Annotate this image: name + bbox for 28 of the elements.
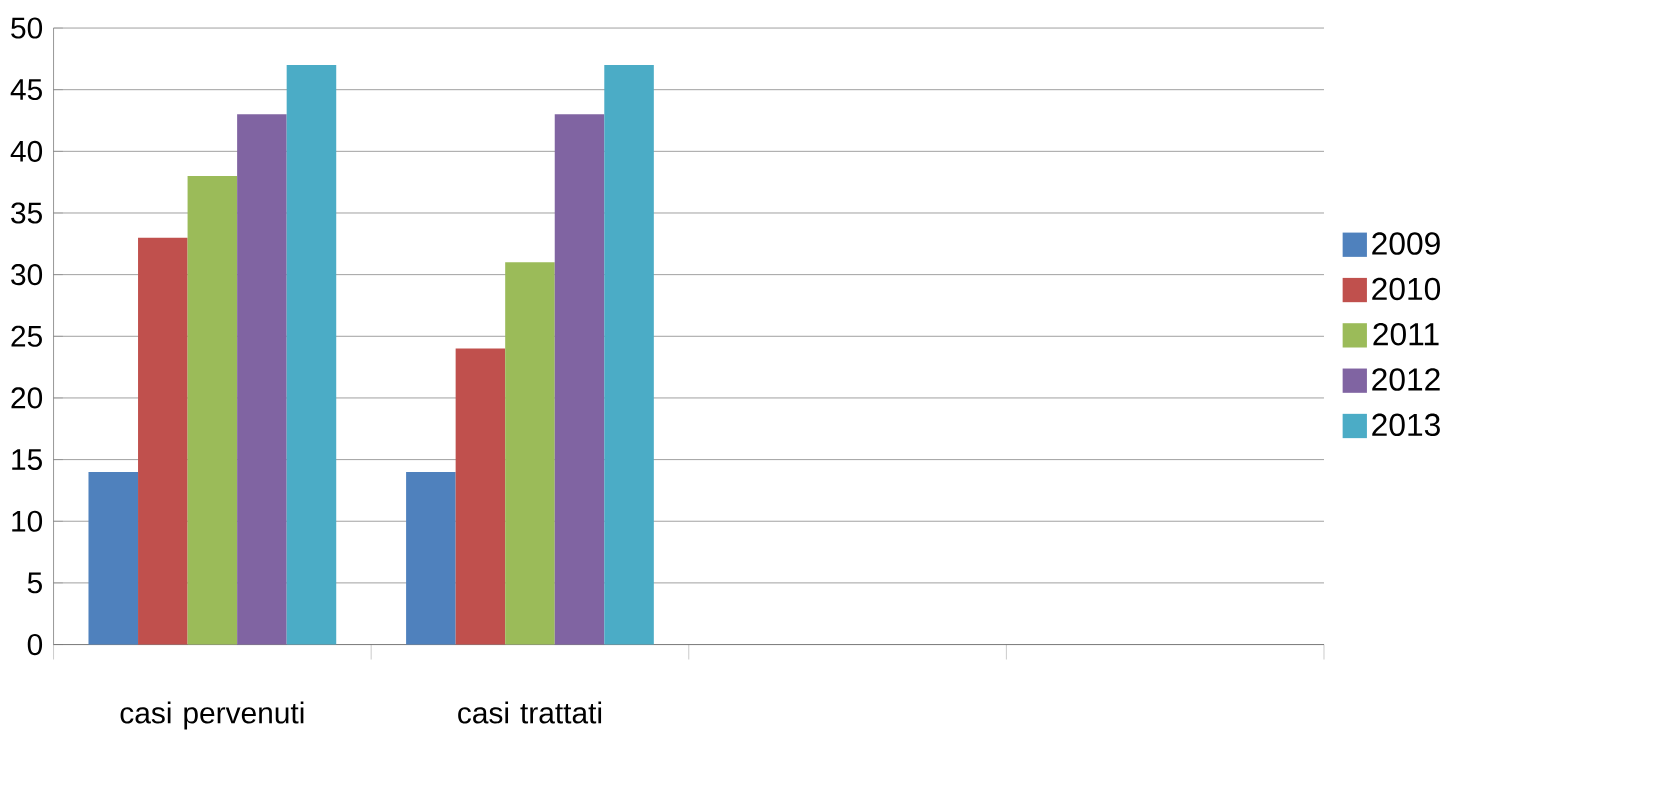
bar — [138, 237, 188, 645]
legend-label: 2011 — [1373, 322, 1439, 346]
y-tick-label: 40 — [10, 140, 43, 162]
x-tick-label: casi pervenuti — [120, 701, 304, 730]
x-tick-label: casi trattati — [458, 701, 602, 724]
y-tick-label: 5 — [27, 572, 42, 594]
y-tick-label: 30 — [11, 264, 43, 286]
y-tick-label: 15 — [12, 449, 42, 471]
legend-label: 2010 — [1372, 277, 1441, 301]
bar — [554, 114, 605, 645]
bar — [505, 262, 555, 645]
y-tick-label: 35 — [11, 202, 42, 224]
legend-label: 2013 — [1372, 413, 1440, 437]
bar — [604, 65, 654, 645]
y-tick-label: 10 — [12, 510, 43, 532]
y-tick-label: 25 — [11, 325, 42, 347]
y-tick-label: 20 — [11, 387, 43, 409]
bar — [406, 471, 456, 645]
legend-label: 2012 — [1372, 368, 1440, 391]
y-tick-label: 0 — [27, 633, 43, 656]
bar — [237, 114, 287, 645]
bar — [286, 65, 337, 645]
y-tick-label: 50 — [11, 17, 43, 39]
bar — [187, 176, 238, 645]
legend-label: 2009 — [1372, 232, 1440, 255]
bar — [88, 471, 139, 645]
bar — [455, 348, 506, 645]
y-tick-label: 45 — [10, 79, 42, 101]
